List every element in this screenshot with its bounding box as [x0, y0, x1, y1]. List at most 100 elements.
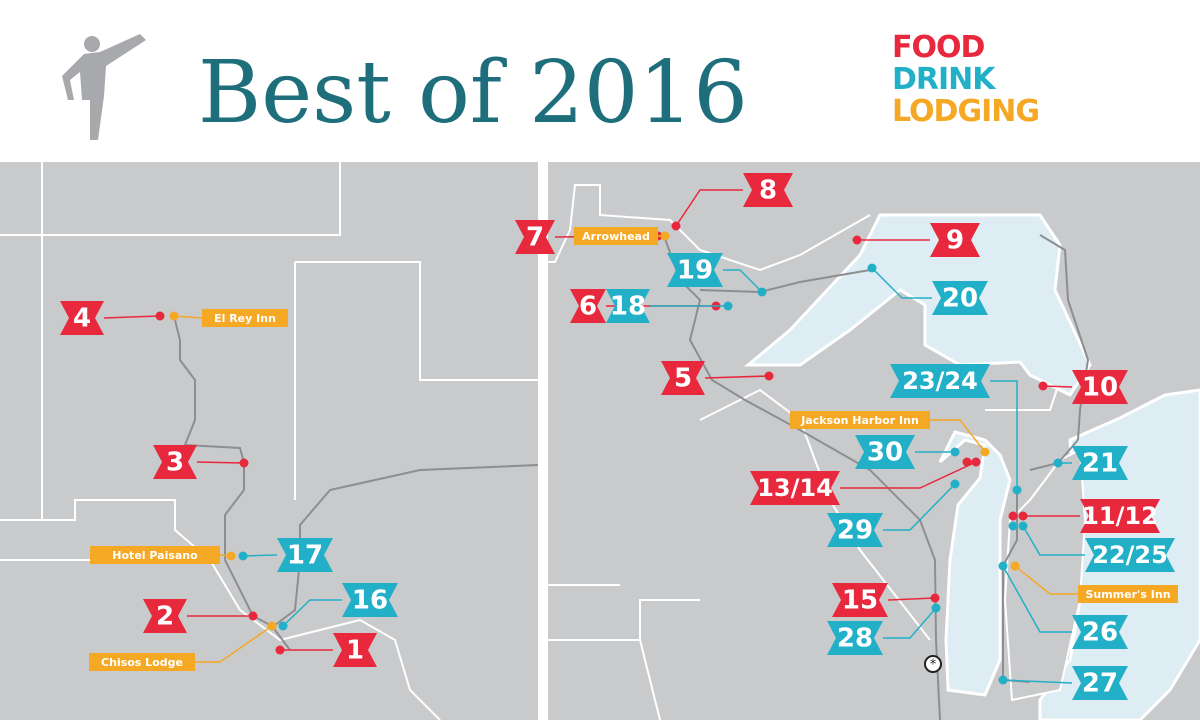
- marker-label: 28: [837, 624, 873, 654]
- marker-dot: [1008, 521, 1018, 531]
- marker-tag: [930, 223, 980, 257]
- marker-dot: [931, 603, 941, 613]
- marker-label: 4: [73, 304, 91, 334]
- marker-tag: [515, 220, 555, 254]
- marker-tag: [855, 435, 915, 469]
- marker-tag: [1085, 538, 1175, 572]
- marker-label: 7: [526, 223, 544, 253]
- marker-tag: [932, 281, 988, 315]
- connector: [930, 419, 986, 453]
- marker-label: 23/24: [902, 367, 978, 395]
- marker-label: 18: [610, 292, 646, 322]
- marker-label: 17: [287, 541, 323, 571]
- connector: [883, 607, 937, 639]
- marker-tag: [1080, 499, 1160, 533]
- marker-tag: [143, 599, 187, 633]
- connector: [1002, 565, 1072, 633]
- marker-tag: [827, 513, 883, 547]
- marker-tag: [1072, 370, 1128, 404]
- connector: [196, 461, 245, 464]
- marker-dot: [660, 231, 670, 241]
- connector: [282, 599, 342, 627]
- marker-tag: [743, 173, 793, 207]
- marker-dot: [275, 645, 285, 655]
- kicker-icon: [62, 34, 146, 140]
- connector: [887, 597, 936, 601]
- marker-tag: [661, 361, 705, 395]
- marker-dot: [962, 457, 972, 467]
- lodging-tag: [90, 546, 220, 564]
- marker-dot: [1018, 521, 1028, 531]
- marker-dot: [1012, 485, 1022, 495]
- connector: [1022, 525, 1085, 556]
- marker-tag: [890, 364, 990, 398]
- connector: [195, 625, 273, 663]
- legend-item: LODGING: [892, 94, 1039, 129]
- connector: [242, 554, 278, 557]
- marker-dot: [1008, 511, 1018, 521]
- header-bg: [0, 0, 1200, 162]
- marker-label: 10: [1082, 373, 1118, 403]
- marker-label: 27: [1082, 669, 1118, 699]
- connector: [871, 267, 932, 299]
- marker-dot: [226, 551, 236, 561]
- marker-dot: [155, 311, 165, 321]
- marker-dot: [238, 551, 248, 561]
- legend-item: DRINK: [892, 62, 997, 97]
- connector: [1002, 679, 1073, 684]
- marker-tag: [1072, 666, 1128, 700]
- lodging-label: Arrowhead: [582, 230, 650, 243]
- state-borders: [0, 162, 1061, 720]
- marker-tag: [333, 633, 377, 667]
- connector: [1042, 385, 1073, 388]
- lodging-tag: [790, 411, 930, 429]
- connector: [840, 461, 977, 489]
- marker-dot: [278, 621, 288, 631]
- marker-dot: [1010, 561, 1020, 571]
- marker-tag: [153, 445, 197, 479]
- marker-label: 22/25: [1092, 541, 1168, 569]
- marker-dot: [248, 611, 258, 621]
- marker-label: 2: [156, 602, 174, 632]
- map-panel: [0, 162, 538, 720]
- marker-tag: [342, 583, 398, 617]
- markers: 8 7 9 6 18 4 5 10 3 13/14 11/12 2 15 1 19 20 23/24 30 21 29…: [60, 173, 1178, 700]
- marker-tag: [1072, 615, 1128, 649]
- marker-tag: [1072, 446, 1128, 480]
- lodging-label: Hotel Paisano: [112, 549, 198, 562]
- marker-dot: [950, 479, 960, 489]
- marker-tag: [667, 253, 723, 287]
- connector: [173, 315, 203, 319]
- marker-dot: [980, 447, 990, 457]
- marker-dot: [1038, 381, 1048, 391]
- connector: [103, 315, 161, 319]
- marker-label: 6: [579, 292, 597, 322]
- marker-label: 29: [837, 516, 873, 546]
- marker-label: 20: [942, 284, 978, 314]
- lodging-tag: [202, 309, 288, 327]
- marker-dot: [723, 301, 733, 311]
- marker-dot: [267, 621, 277, 631]
- connector: [675, 189, 743, 227]
- panel-gap: [538, 162, 548, 720]
- marker-label: 26: [1082, 618, 1118, 648]
- marker-tag: [750, 471, 840, 505]
- marker-dot: [169, 311, 179, 321]
- lodging-tag: [574, 227, 658, 245]
- marker-label: 15: [842, 586, 878, 616]
- marker-dot: [950, 447, 960, 457]
- marker-dot: [867, 263, 877, 273]
- legend-item: FOOD: [892, 30, 984, 65]
- marker-dot: [998, 561, 1008, 571]
- marker-tag: [570, 289, 606, 323]
- marker-label: 1: [346, 636, 364, 666]
- marker-label: 19: [677, 256, 713, 286]
- marker-label: 8: [759, 176, 777, 206]
- marker-label: 16: [352, 586, 388, 616]
- marker-label: 5: [674, 364, 692, 394]
- connector: [990, 380, 1018, 490]
- marker-tag: [606, 289, 650, 323]
- marker-label: 13/14: [757, 474, 833, 502]
